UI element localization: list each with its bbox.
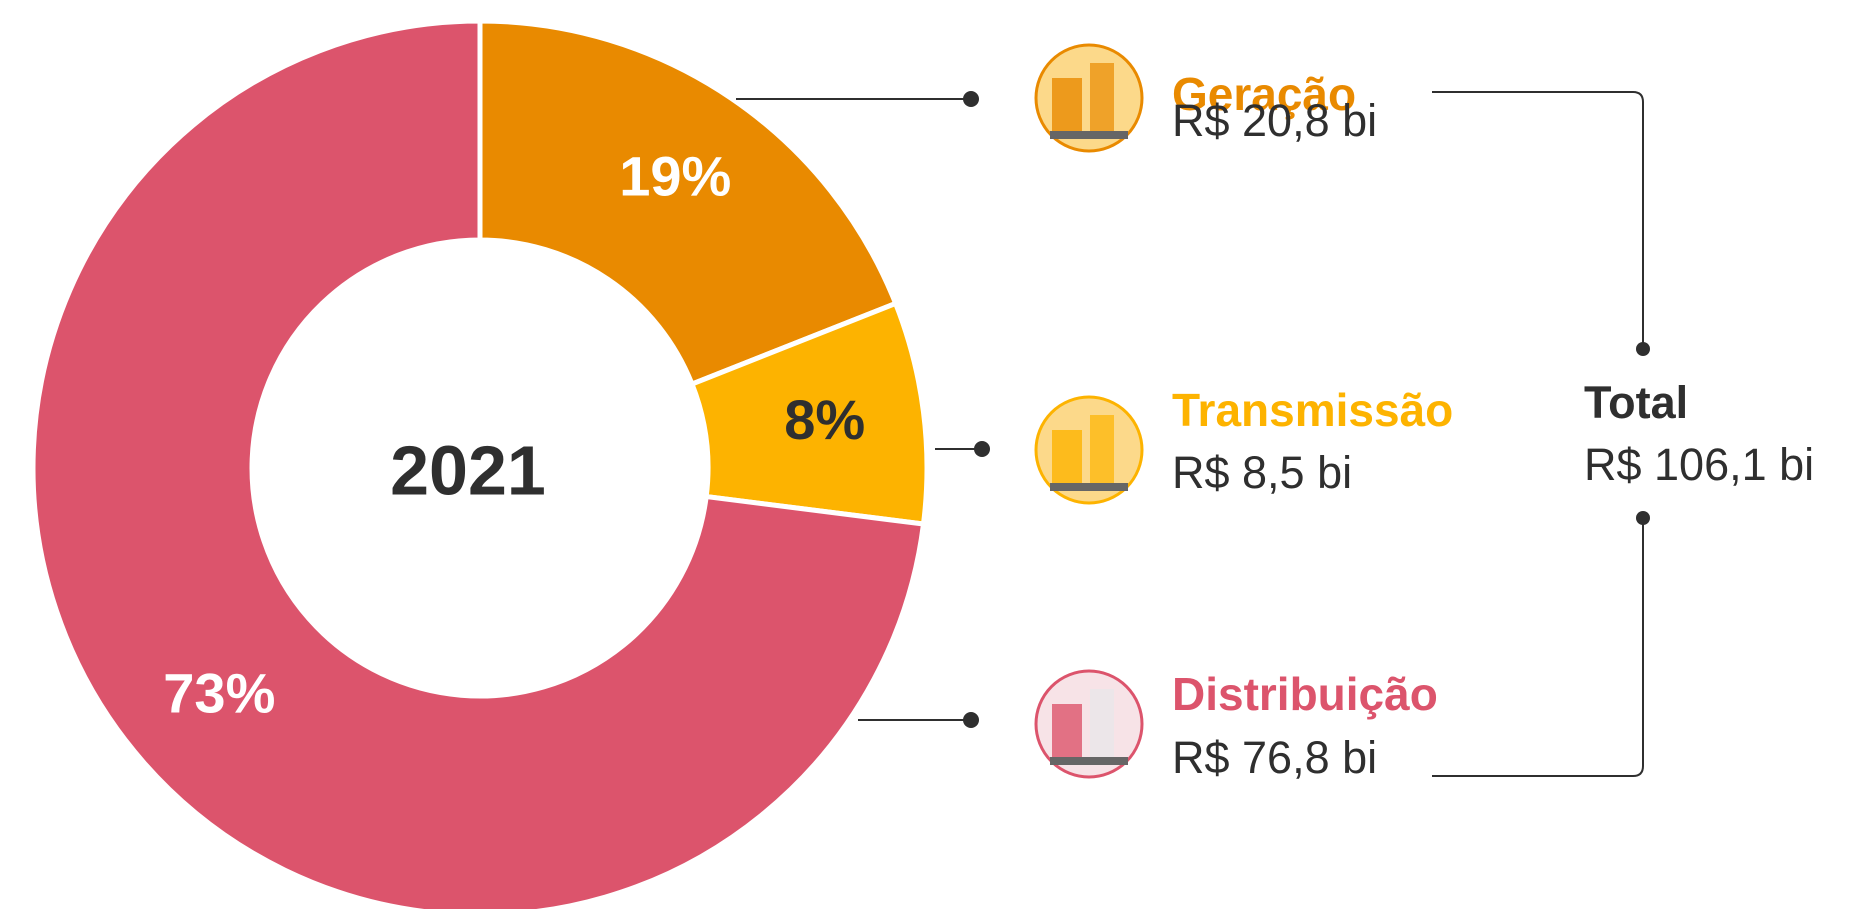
bracket-dot [1636, 511, 1650, 525]
segment-label: 73% [163, 662, 275, 725]
legend-name: Distribuição [1172, 668, 1438, 720]
bracket-bottom [1432, 518, 1644, 777]
segment-label: 19% [619, 144, 731, 207]
leader-dot [963, 91, 979, 107]
icon-building [1090, 415, 1114, 485]
total-label: Total [1584, 377, 1688, 428]
icon-building [1052, 430, 1082, 485]
segment-label: 8% [784, 388, 865, 451]
icon-building [1052, 78, 1082, 133]
legend-amount: R$ 76,8 bi [1172, 732, 1377, 783]
legend-amount: R$ 8,5 bi [1172, 447, 1352, 498]
leader-dot [974, 441, 990, 457]
legend-amount: R$ 20,8 bi [1172, 95, 1377, 146]
icon-ground [1050, 483, 1128, 491]
icon-ground [1050, 131, 1128, 139]
bracket-top [1432, 91, 1644, 349]
icon-building [1052, 704, 1082, 759]
bracket-dot [1636, 342, 1650, 356]
leader-dot [963, 712, 979, 728]
icon-building [1090, 63, 1114, 133]
total-amount: R$ 106,1 bi [1584, 439, 1814, 490]
center-label: 2021 [390, 431, 546, 509]
legend-name: Transmissão [1172, 384, 1453, 436]
icon-building [1090, 689, 1114, 759]
legend-name: Geração [1172, 68, 1356, 120]
donut-segment [30, 18, 927, 909]
icon-ground [1050, 757, 1128, 765]
donut-segment [477, 18, 899, 388]
donut: 19% 8% 73% [30, 18, 930, 909]
